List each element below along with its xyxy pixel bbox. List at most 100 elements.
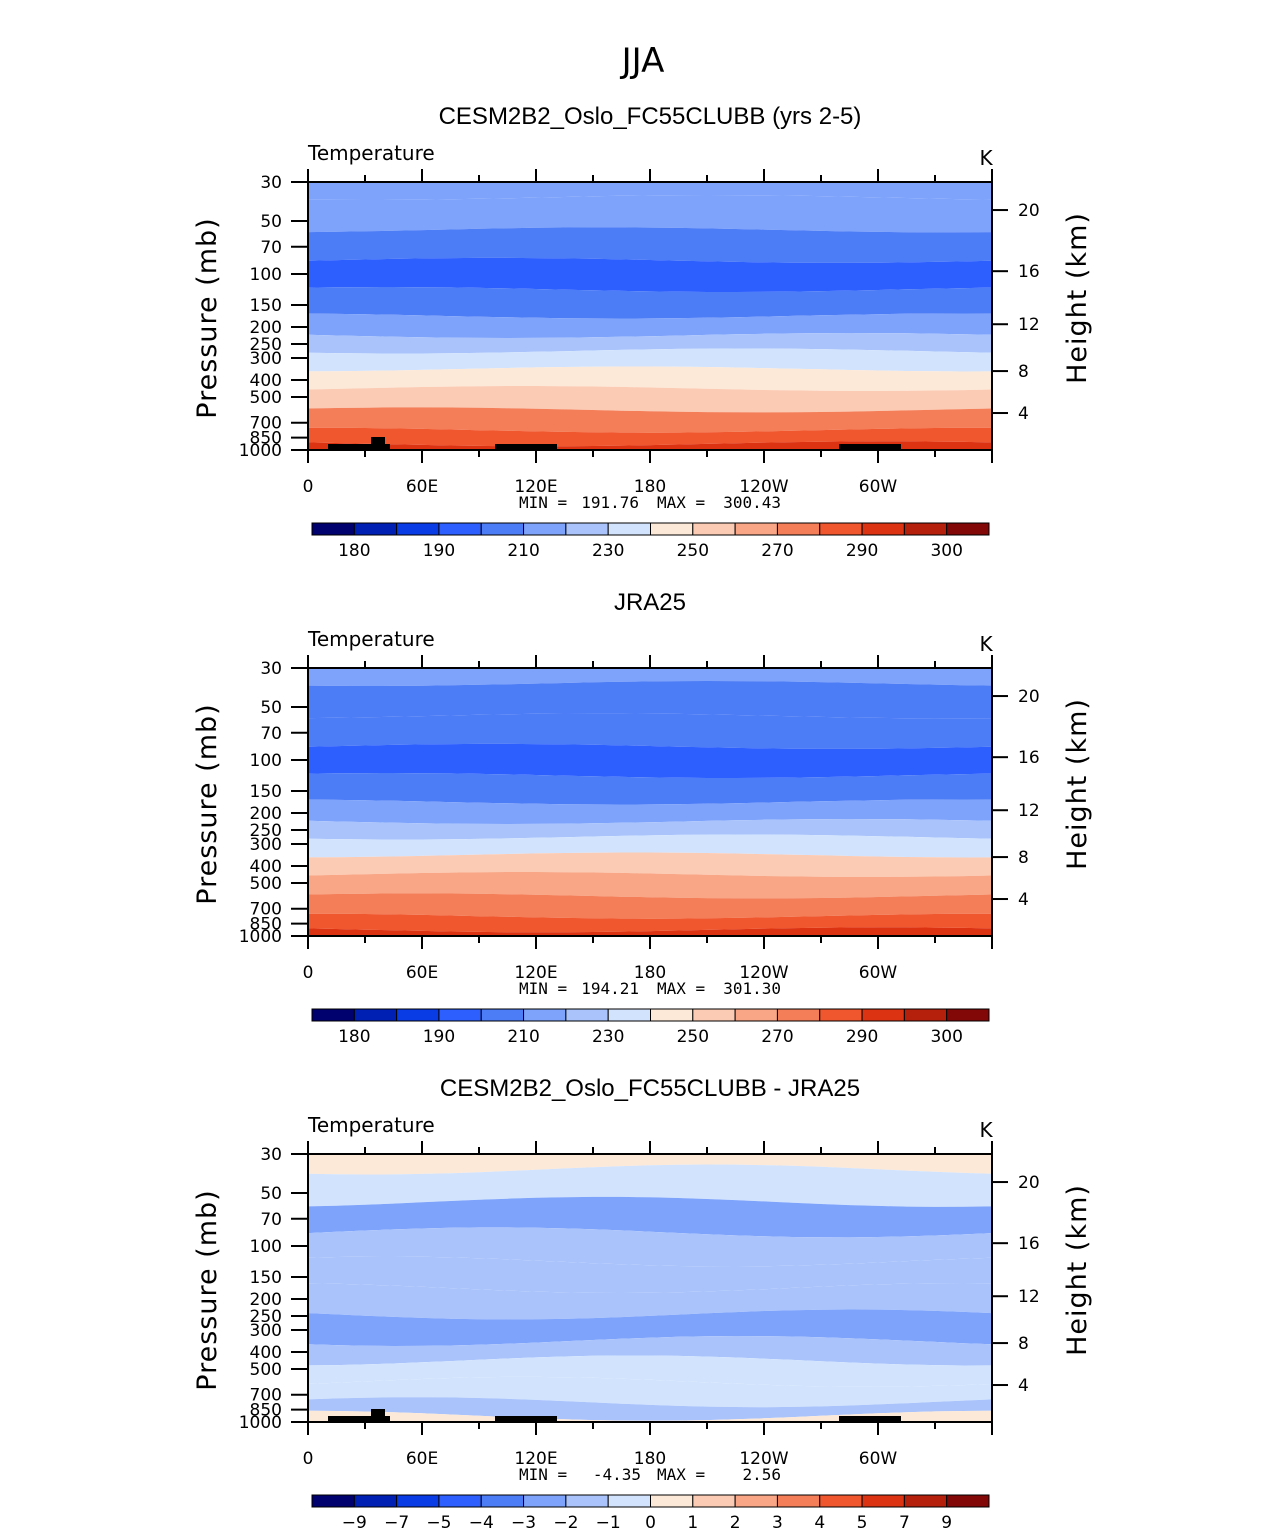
contour-band	[308, 366, 992, 391]
colorbar-swatch	[692, 522, 736, 536]
colorbar-swatch	[607, 1008, 651, 1022]
y-right-tick-label: 4	[1018, 404, 1029, 424]
y-axis-label: Pressure (mb)	[192, 217, 223, 418]
max-value: 300.43	[723, 493, 781, 512]
contour-band	[308, 257, 992, 292]
y-tick-label: 400	[250, 1343, 282, 1363]
colorbar-label: 210	[507, 1027, 539, 1047]
y-right-tick-label: 8	[1018, 848, 1029, 868]
colorbar-label: 180	[338, 1027, 370, 1047]
panel-title: CESM2B2_Oslo_FC55CLUBB - JRA25	[440, 1075, 860, 1102]
colorbar-swatch	[776, 1008, 821, 1022]
y-right-tick-label: 4	[1018, 890, 1029, 910]
colorbar-swatch	[946, 1008, 990, 1022]
colorbar-swatch	[903, 522, 948, 536]
y-right-tick-label: 12	[1018, 1287, 1040, 1307]
contour-band	[308, 913, 992, 933]
contour-band	[308, 743, 992, 778]
min-label: MIN =	[519, 979, 567, 998]
colorbar-swatch	[903, 1494, 948, 1508]
y-tick-label: 150	[250, 782, 282, 802]
y-tick-label: 100	[250, 1237, 282, 1257]
colorbar: −9 −7 −5 −4 −3 −2 −1 0 1 2 3 4 5 7 9	[311, 1494, 990, 1531]
y-tick-label: 100	[250, 265, 282, 285]
y-tick-label: 50	[260, 212, 282, 232]
y-tick-label: 30	[260, 173, 282, 193]
y-tick-label: 150	[250, 1268, 282, 1288]
colorbar-swatch	[396, 1494, 440, 1508]
colorbar-label: 250	[677, 1027, 709, 1047]
contour-band	[308, 407, 992, 433]
y-tick-label: 30	[260, 659, 282, 679]
colorbar-label: 3	[772, 1513, 783, 1531]
colorbar-swatch	[353, 522, 398, 536]
max-label: MAX =	[657, 979, 705, 998]
colorbar-swatch	[396, 522, 440, 536]
contour-band	[308, 852, 992, 877]
contour-band	[308, 1410, 992, 1422]
colorbar-swatch	[776, 522, 821, 536]
contour-band	[308, 713, 992, 749]
y-tick-label: 50	[260, 698, 282, 718]
y-right-axis-label: Height (km)	[1062, 1184, 1093, 1356]
units-label: K	[979, 1118, 993, 1142]
colorbar-label: 5	[857, 1513, 868, 1531]
contour-band	[308, 1154, 992, 1175]
colorbar-swatch	[734, 522, 778, 536]
colorbar-swatch	[692, 1008, 736, 1022]
colorbar-label: 2	[730, 1513, 741, 1531]
contour-band	[308, 1227, 992, 1267]
x-tick-label: 0	[303, 477, 314, 497]
max-label: MAX =	[657, 493, 705, 512]
colorbar-swatch	[819, 1494, 863, 1508]
colorbar-swatch	[523, 1494, 567, 1508]
contour-field	[308, 182, 992, 450]
colorbar-swatch	[734, 1008, 778, 1022]
x-tick-label: 0	[303, 1449, 314, 1469]
colorbar-label: 270	[761, 541, 793, 561]
y-tick-label: 250	[250, 1307, 282, 1327]
colorbar-swatch	[438, 1008, 482, 1022]
y-tick-label: 250	[250, 335, 282, 355]
colorbar-label: −4	[469, 1513, 494, 1531]
x-tick-label: 60E	[406, 963, 438, 983]
topography-mask	[328, 1416, 390, 1422]
contour-band	[308, 1283, 992, 1320]
y-right-axis-label: Height (km)	[1062, 212, 1093, 384]
colorbar-label: 0	[645, 1513, 656, 1531]
colorbar-label: −3	[511, 1513, 536, 1531]
colorbar-swatch	[565, 522, 609, 536]
colorbar-label: 7	[899, 1513, 910, 1531]
colorbar-label: 180	[338, 541, 370, 561]
figure-title: JJA	[620, 41, 665, 81]
colorbar-swatch	[480, 1008, 525, 1022]
colorbar-swatch	[480, 1494, 525, 1508]
colorbar-swatch	[396, 1008, 440, 1022]
x-tick-label: 120E	[514, 963, 557, 983]
y-tick-label: 700	[250, 414, 282, 434]
topography-mask	[371, 1409, 385, 1422]
y-tick-label: 70	[260, 1210, 282, 1230]
x-tick-label: 60W	[859, 1449, 898, 1469]
colorbar-swatch	[819, 522, 863, 536]
variable-label: Temperature	[307, 141, 435, 165]
colorbar-swatch	[861, 1008, 905, 1022]
y-tick-label: 500	[250, 388, 282, 408]
colorbar-swatch	[776, 1494, 821, 1508]
y-right-tick-label: 8	[1018, 362, 1029, 382]
colorbar-swatch	[523, 1008, 567, 1022]
topography-mask	[495, 444, 557, 450]
y-tick-label: 30	[260, 1145, 282, 1165]
y-tick-label: 250	[250, 821, 282, 841]
colorbar-swatch	[565, 1494, 609, 1508]
x-tick-label: 180	[634, 963, 666, 983]
min-label: MIN =	[519, 493, 567, 512]
y-tick-label: 400	[250, 371, 282, 391]
panel-title: JRA25	[614, 589, 686, 616]
colorbar-label: 210	[507, 541, 539, 561]
colorbar-swatch	[819, 1008, 863, 1022]
chart-panel-3: CESM2B2_Oslo_FC55CLUBB - JRA25Temperatur…	[192, 1075, 1093, 1531]
x-tick-label: 120E	[514, 477, 557, 497]
colorbar-label: 300	[930, 1027, 962, 1047]
